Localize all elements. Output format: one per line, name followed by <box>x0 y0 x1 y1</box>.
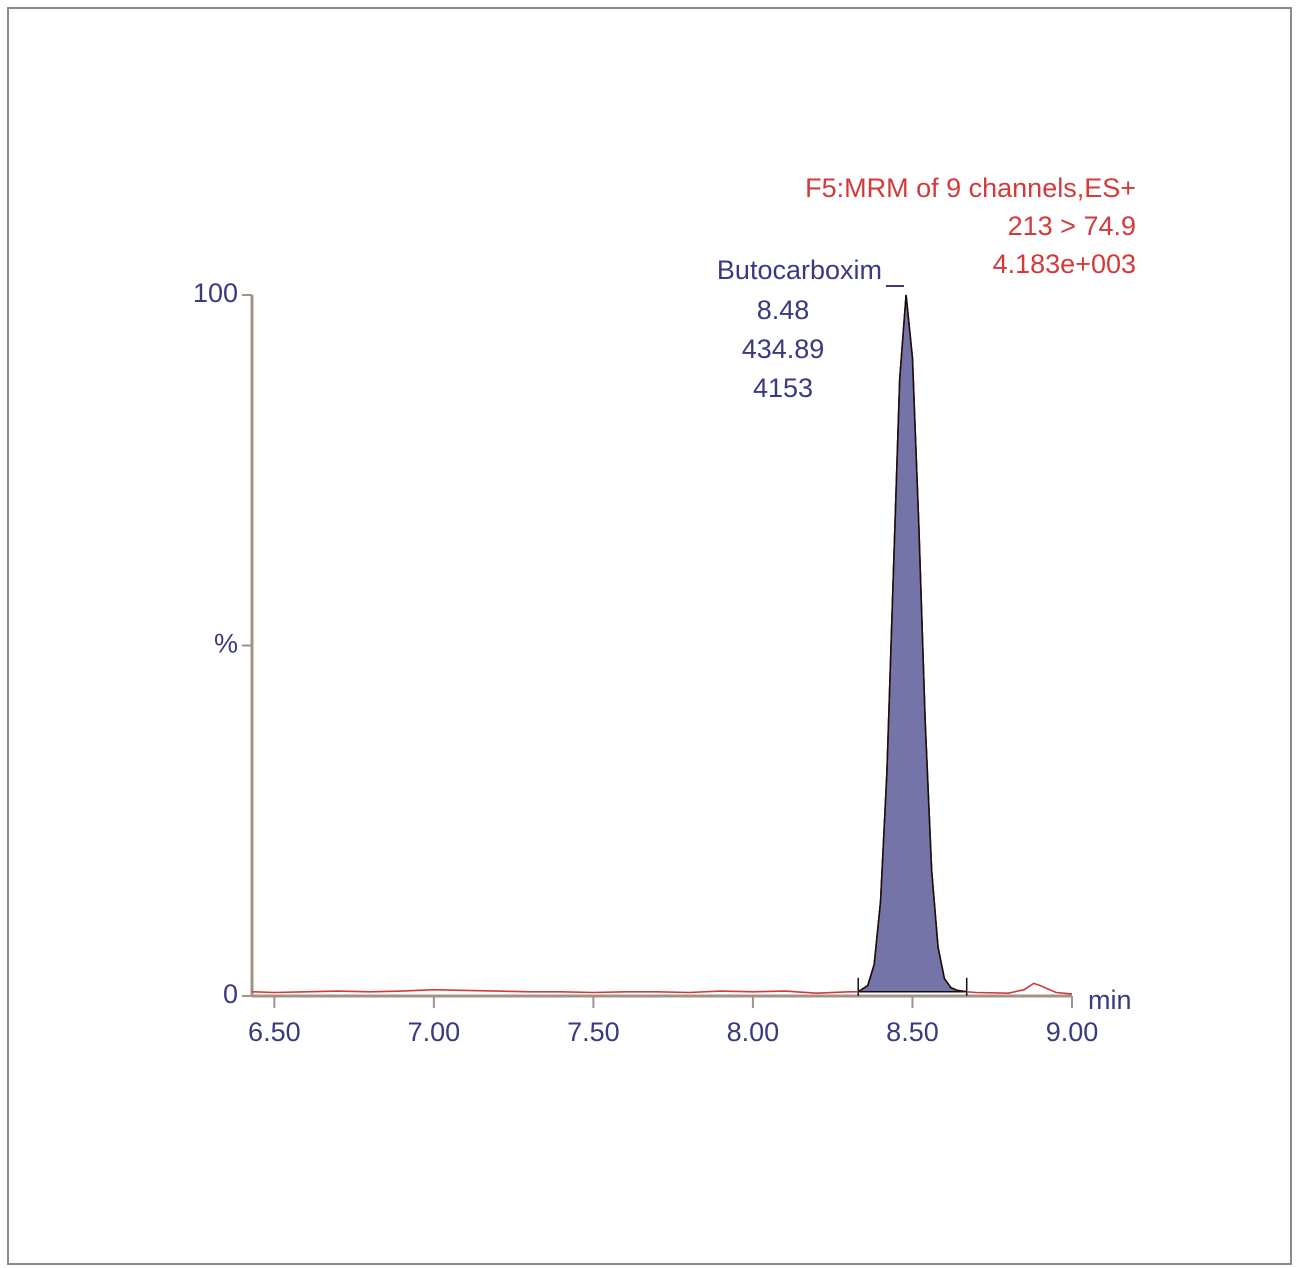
frame <box>7 7 1292 1265</box>
header-line: 4.183e+003 <box>993 249 1136 279</box>
header-line: F5:MRM of 9 channels,ES+ <box>805 173 1136 203</box>
x-tick-label: 9.00 <box>1046 1017 1099 1047</box>
peak-outline <box>857 294 967 993</box>
x-axis-label: min <box>1088 985 1132 1015</box>
x-tick-label: 8.00 <box>727 1017 780 1047</box>
y-tick-label: % <box>214 629 238 659</box>
peak-info: 8.48 <box>757 295 810 325</box>
y-tick-label: 0 <box>223 979 238 1009</box>
x-tick-label: 7.50 <box>567 1017 620 1047</box>
peak-name: Butocarboxim <box>717 255 882 285</box>
x-tick-label: 8.50 <box>886 1017 939 1047</box>
peak-info: 4153 <box>753 373 813 403</box>
y-tick-label: 100 <box>193 278 238 308</box>
x-tick-label: 7.00 <box>408 1017 461 1047</box>
header-line: 213 > 74.9 <box>1008 211 1136 241</box>
peak-info: 434.89 <box>742 334 825 364</box>
x-tick-label: 6.50 <box>248 1017 301 1047</box>
